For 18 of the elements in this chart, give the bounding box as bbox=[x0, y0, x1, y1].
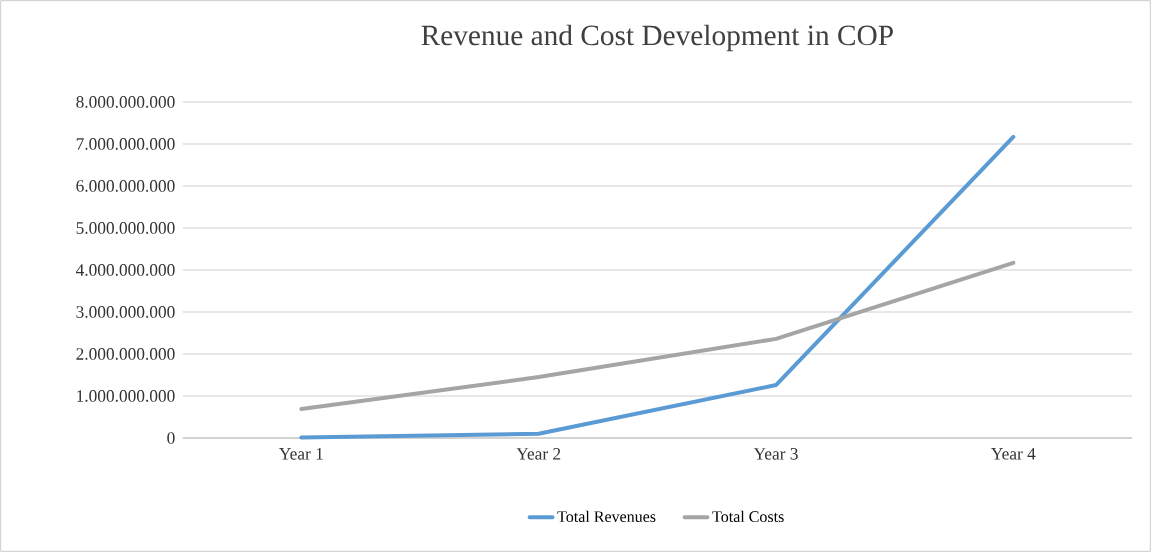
legend-label: Total Revenues bbox=[557, 510, 656, 523]
y-tick-label: 5.000.000.000 bbox=[76, 222, 175, 234]
y-tick-label: 2.000.000.000 bbox=[76, 348, 175, 360]
y-tick-label: 7.000.000.000 bbox=[76, 138, 175, 150]
line-series bbox=[299, 134, 1016, 440]
legend-label: Total Costs bbox=[712, 510, 784, 523]
x-tick-label: Year 3 bbox=[753, 448, 798, 460]
y-tick-label: 6.000.000.000 bbox=[76, 180, 175, 192]
chart-title: Revenue and Cost Development in COP bbox=[421, 24, 893, 52]
x-tick-label: Year 4 bbox=[991, 448, 1036, 460]
y-tick-label: 0 bbox=[167, 432, 175, 444]
y-tick-label: 3.000.000.000 bbox=[76, 306, 175, 318]
y-tick-label: 1.000.000.000 bbox=[77, 390, 175, 402]
y-tick-label: 8.000.000.000 bbox=[76, 96, 175, 108]
x-tick-label: Year 2 bbox=[516, 448, 561, 460]
y-tick-label: 4.000.000.000 bbox=[75, 264, 175, 276]
x-tick-label: Year 1 bbox=[279, 448, 323, 460]
line-series bbox=[299, 260, 1016, 412]
